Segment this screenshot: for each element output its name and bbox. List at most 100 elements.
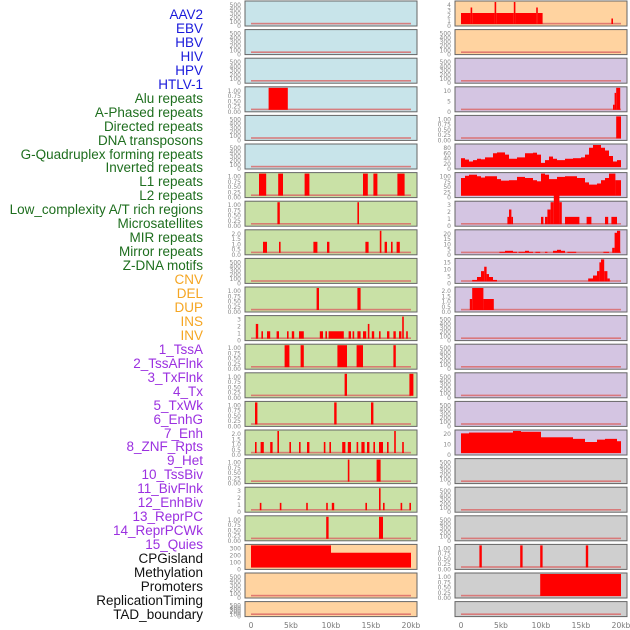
- signal-bar: [255, 442, 257, 453]
- baseline: [461, 280, 621, 282]
- signal-bar: [373, 173, 378, 196]
- track-label: Low_complexity A/T rich regions: [9, 202, 203, 218]
- y-tick-label: 100: [230, 559, 242, 566]
- y-tick-label: 400: [230, 63, 242, 70]
- track-label: 1_TssA: [158, 341, 203, 357]
- y-tick-label: 500: [440, 374, 452, 381]
- x-tick-label: 0: [459, 621, 464, 630]
- track-label: CPGisland: [138, 551, 203, 567]
- y-tick-label: 1: [237, 502, 241, 509]
- signal-bar: [593, 275, 597, 282]
- y-tick-label: 0.00: [438, 137, 452, 144]
- y-tick-label: 100: [440, 362, 452, 369]
- signal-bar: [617, 160, 621, 167]
- panel-background: [454, 601, 628, 618]
- y-tick-label: 0.75: [228, 379, 242, 386]
- y-tick-label: 5: [447, 247, 451, 254]
- signal-bar: [541, 216, 544, 225]
- y-tick-label: 0.5: [441, 304, 451, 311]
- panel-background: [244, 601, 418, 618]
- signal-bar: [536, 7, 538, 24]
- signal-bar: [513, 2, 516, 24]
- baseline: [251, 423, 411, 425]
- signal-bar: [367, 442, 370, 453]
- baseline: [251, 537, 411, 540]
- y-tick-label: 0.0: [441, 309, 451, 316]
- y-tick-label: 0: [447, 223, 451, 230]
- signal-bar: [384, 241, 387, 253]
- signal-bar: [589, 147, 593, 167]
- signal-bar: [537, 154, 541, 167]
- panel-background: [244, 172, 418, 199]
- signal-bar: [617, 230, 621, 253]
- signal-bar: [251, 545, 331, 568]
- y-tick-label: 100: [440, 476, 452, 483]
- signal-bar: [520, 545, 523, 568]
- signal-bar: [472, 13, 495, 24]
- signal-bar: [585, 545, 589, 568]
- track-label: 9_Het: [166, 453, 203, 469]
- signal-bar: [263, 241, 267, 253]
- y-tick-label: 10: [443, 241, 451, 248]
- y-tick-label: 0: [447, 280, 451, 287]
- panel-background: [244, 0, 418, 27]
- signal-bar: [472, 279, 477, 282]
- signal-bar: [326, 502, 328, 511]
- y-tick-label: 0.75: [228, 207, 242, 214]
- y-tick-label: 200: [230, 272, 242, 279]
- y-tick-label: 1.00: [228, 460, 242, 467]
- track-label: CNV: [174, 272, 203, 288]
- y-tick-label: 300: [440, 411, 452, 418]
- y-tick-label: 200: [230, 129, 242, 136]
- signal-bar: [361, 442, 365, 453]
- panel-background: [454, 486, 628, 513]
- signal-bar: [613, 104, 615, 110]
- y-tick-label: 100: [440, 505, 452, 512]
- baseline: [251, 80, 411, 82]
- signal-bar: [379, 516, 383, 539]
- y-tick-label: 0: [447, 252, 451, 259]
- track-panel: 10 5 0: [443, 86, 628, 116]
- y-tick-label: 400: [230, 264, 242, 271]
- baseline: [461, 394, 621, 397]
- signal-bar: [481, 271, 485, 282]
- y-tick-label: 0.75: [228, 408, 242, 415]
- y-tick-label: 0.50: [228, 356, 242, 363]
- signal-bar: [356, 442, 359, 453]
- signal-bar: [550, 202, 554, 225]
- baseline: [461, 613, 621, 615]
- signal-bar: [278, 173, 283, 196]
- baseline: [251, 108, 411, 111]
- signal-bar: [533, 152, 537, 167]
- signal-bar: [469, 432, 513, 453]
- track-label: Promoters: [140, 578, 203, 594]
- y-tick-label: 0.50: [228, 413, 242, 420]
- signal-bar: [461, 13, 471, 24]
- y-tick-label: 1: [447, 216, 451, 223]
- y-tick-label: 300: [440, 68, 452, 75]
- y-tick-label: 0: [237, 338, 241, 345]
- track-panel: 1.000.750.500.250.00: [228, 200, 418, 230]
- signal-bar: [399, 331, 402, 339]
- y-tick-label: 0: [237, 137, 241, 144]
- y-tick-label: 400: [440, 378, 452, 385]
- y-tick-label: 80: [443, 145, 451, 152]
- signal-bar: [586, 216, 592, 225]
- baseline: [461, 137, 621, 139]
- signal-bar: [588, 278, 593, 282]
- baseline: [251, 366, 411, 368]
- signal-bar: [347, 442, 351, 453]
- y-tick-label: 500: [440, 402, 452, 409]
- y-tick-label: 0.25: [228, 418, 242, 425]
- y-tick-label: 0.50: [228, 299, 242, 306]
- y-tick-label: 500: [230, 59, 242, 66]
- y-tick-label: 400: [230, 605, 242, 612]
- track-panel: 2.01.51.00.50.0: [441, 286, 628, 316]
- y-tick-label: 300: [440, 382, 452, 389]
- signal-bar: [393, 345, 396, 368]
- signal-bar: [326, 516, 329, 539]
- baseline: [251, 280, 411, 282]
